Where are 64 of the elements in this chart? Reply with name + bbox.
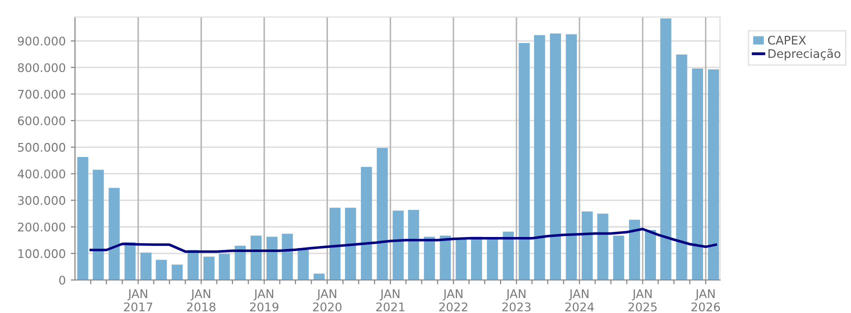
bar [424, 236, 435, 280]
bar [471, 236, 482, 280]
bar [566, 34, 577, 280]
bar [502, 232, 514, 280]
y-tick-label: 100.000 [18, 249, 66, 258]
bar [629, 220, 640, 280]
bar [92, 170, 104, 280]
bar [140, 252, 152, 280]
y-tick-label: 200.000 [18, 222, 66, 232]
x-tick-label: JAN 2022 [439, 289, 468, 312]
legend-label: Depreciação [768, 48, 840, 60]
bar [360, 166, 372, 280]
bar [708, 69, 719, 280]
bar [172, 264, 183, 280]
bar [440, 236, 451, 280]
bar [456, 238, 467, 280]
line-series [89, 228, 718, 253]
x-tick-label: JAN 2020 [313, 289, 342, 312]
bar [582, 211, 593, 280]
bar [282, 234, 293, 280]
bar [266, 236, 278, 280]
bar [660, 18, 672, 280]
y-tick-label: 700.000 [18, 90, 66, 99]
bar [188, 250, 199, 280]
bar [298, 248, 309, 280]
y-tick-label: 400.000 [18, 169, 66, 178]
legend-label: CAPEX [768, 36, 806, 45]
bar [486, 238, 498, 280]
bar [613, 236, 624, 280]
y-tick-label: 900.000 [18, 36, 66, 46]
bar [108, 188, 120, 280]
bar [644, 230, 656, 280]
bar [408, 210, 420, 280]
x-tick-label: JAN 2018 [187, 289, 216, 312]
x-tick-label: JAN 2025 [628, 289, 657, 312]
x-tick-label: JAN 2021 [376, 289, 404, 312]
bar [676, 54, 688, 280]
bar [534, 35, 546, 280]
bar [518, 43, 530, 280]
bar [124, 242, 136, 280]
x-tick-label: JAN 2019 [250, 289, 278, 312]
bar [376, 148, 388, 280]
bar [234, 246, 246, 280]
bar [692, 68, 704, 280]
x-tick-label: JAN 2023 [502, 289, 531, 312]
bar [250, 236, 262, 280]
bar [77, 157, 88, 280]
y-tick-label: 500.000 [18, 142, 66, 152]
bar [156, 260, 167, 280]
bar [329, 208, 341, 280]
bar [597, 214, 608, 280]
bar [218, 254, 230, 280]
bar [550, 33, 561, 280]
bar [392, 210, 404, 280]
y-tick-label: 300.000 [18, 196, 66, 205]
y-tick-label: 800.000 [18, 63, 66, 72]
bar [314, 274, 325, 280]
bar [203, 256, 214, 280]
x-tick-label: JAN 2024 [565, 289, 594, 312]
bar [345, 208, 356, 280]
x-tick-label: JAN 2026 [692, 289, 720, 312]
y-tick-label: 600.000 [18, 116, 66, 126]
x-tick-label: JAN 2017 [124, 289, 152, 312]
y-tick-label: 0 [59, 276, 66, 285]
